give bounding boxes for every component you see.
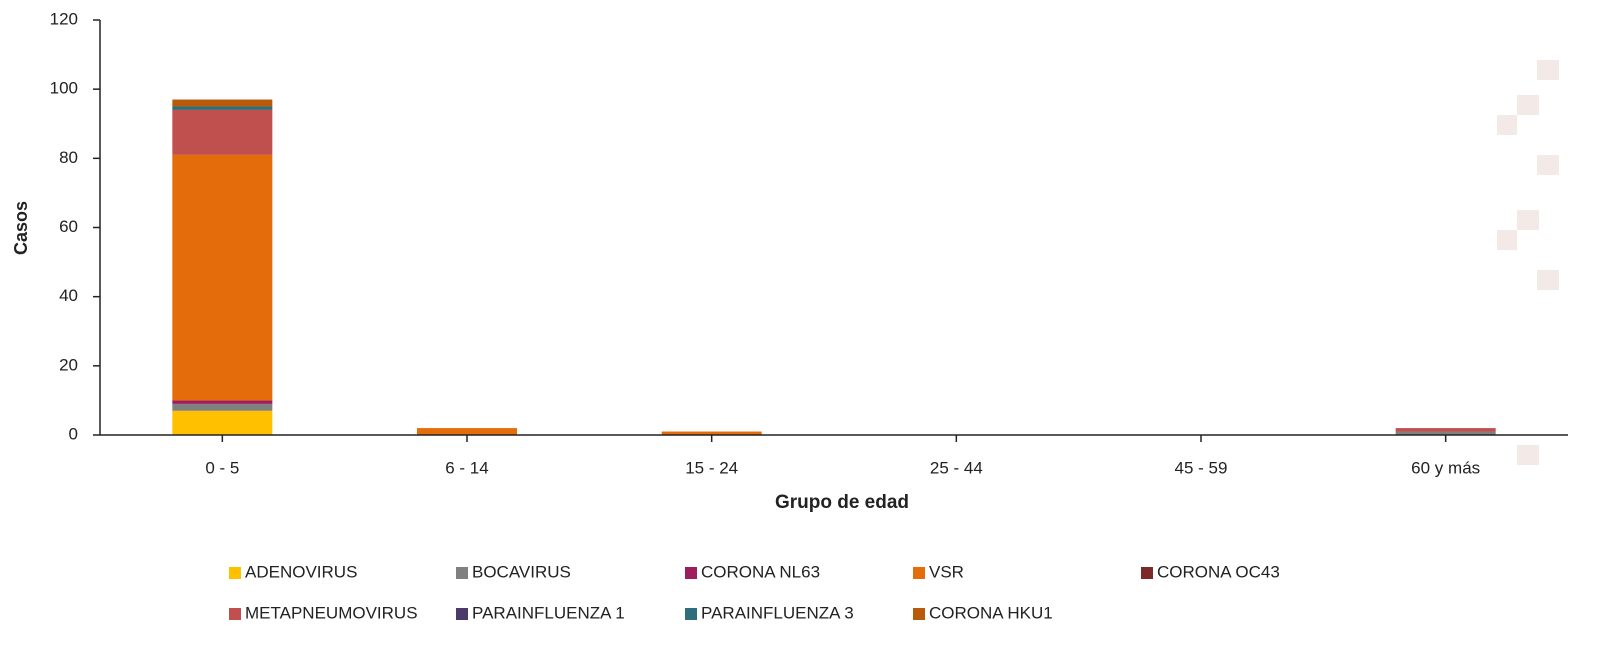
legend-label: METAPNEUMOVIRUS <box>245 603 418 622</box>
legend-swatch <box>229 567 241 579</box>
bar-segment <box>172 410 273 435</box>
background-decoration <box>1497 60 1559 465</box>
y-tick-label: 80 <box>59 148 78 167</box>
x-tick-label: 60 y más <box>1411 458 1480 477</box>
legend-swatch <box>913 608 925 620</box>
legend-swatch <box>456 567 468 579</box>
legend-label: CORONA NL63 <box>701 562 820 581</box>
x-tick-label: 0 - 5 <box>205 458 239 477</box>
legend-swatch <box>1141 567 1153 579</box>
bar-segment <box>172 106 273 110</box>
x-axis-title: Grupo de edad <box>775 492 909 513</box>
bar-segment <box>172 400 273 404</box>
legend-swatch <box>685 567 697 579</box>
bar-segment <box>172 403 273 411</box>
bar-segment <box>417 428 517 435</box>
legend-swatch <box>685 608 697 620</box>
x-tick-label: 25 - 44 <box>930 458 983 477</box>
bar-segment <box>1395 431 1496 435</box>
y-axis-title: Casos <box>11 201 31 255</box>
y-tick-label: 0 <box>69 424 78 443</box>
y-tick-label: 120 <box>50 9 78 28</box>
y-tick-label: 40 <box>59 286 78 305</box>
legend-swatch <box>229 608 241 620</box>
legend-label: CORONA HKU1 <box>929 603 1053 622</box>
legend-swatch <box>913 567 925 579</box>
x-tick-label: 6 - 14 <box>445 458 488 477</box>
legend-label: PARAINFLUENZA 1 <box>472 603 625 622</box>
x-tick-label: 45 - 59 <box>1175 458 1228 477</box>
legend-label: VSR <box>929 562 964 581</box>
legend-label: ADENOVIRUS <box>245 562 357 581</box>
bar-segment <box>172 99 273 107</box>
bar-segment <box>1395 428 1496 432</box>
y-tick-label: 60 <box>59 217 78 236</box>
y-tick-label: 100 <box>50 79 78 98</box>
bar-segment <box>172 154 273 401</box>
legend-label: CORONA OC43 <box>1157 562 1280 581</box>
bar-segment <box>172 109 273 155</box>
legend-label: PARAINFLUENZA 3 <box>701 603 854 622</box>
x-tick-label: 15 - 24 <box>685 458 738 477</box>
legend-label: BOCAVIRUS <box>472 562 571 581</box>
y-tick-label: 20 <box>59 355 78 374</box>
bar-segment <box>661 431 762 435</box>
legend-swatch <box>456 608 468 620</box>
